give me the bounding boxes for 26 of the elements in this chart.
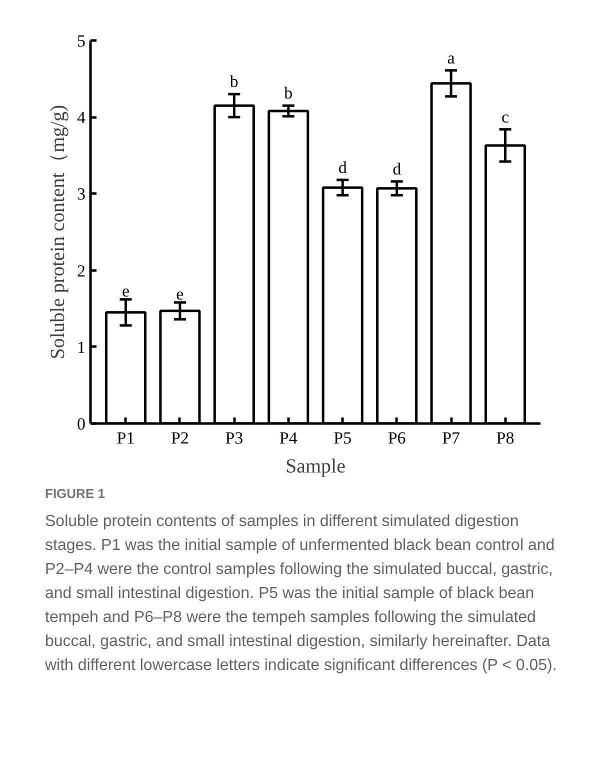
y-tick-label: 0 [77, 414, 86, 434]
annotation: b [230, 72, 238, 92]
x-axis-title: Sample [286, 456, 346, 478]
annotation: d [392, 159, 402, 178]
annotation: d [338, 158, 348, 177]
y-tick-label: 5 [77, 32, 86, 50]
x-tick-label: P7 [442, 428, 461, 448]
x-tick-label: P1 [116, 428, 135, 448]
y-tick-label: 4 [77, 108, 86, 128]
x-tick-label: P4 [279, 428, 298, 448]
y-tick-label: 1 [77, 338, 86, 357]
x-tick-label: P6 [388, 428, 406, 448]
text: Soluble protein contents of samples in different simulated digestion stages. P1 was the initial sample of unfermented black bean control and P2–P4 were the control samples following the simulated buccal, gastric, and small intestinal digestion. P5 was the initial sample of black bean tempeh and P6–P8 were the tempeh samples following the simulated buccal, gastric, and small intestinal digestion, similarly hereinafter. Data with different lowercase letters indicate significant differences (P < 0.05). [45, 512, 558, 676]
x-tick-label: P2 [170, 428, 189, 448]
x-tick-label: P3 [225, 428, 244, 448]
x-tick-label: P5 [334, 428, 352, 448]
y-tick-label: 2 [77, 261, 86, 280]
annotation: c [501, 107, 510, 126]
annotation: e [122, 281, 130, 300]
annotation: a [447, 48, 456, 68]
annotation: e [176, 284, 184, 304]
caption: FIGURE 1 [45, 485, 106, 503]
y-axis-title: Soluble protein content（mg/g) [47, 104, 69, 360]
x-tick-label: P8 [496, 428, 514, 448]
annotation: b [284, 84, 293, 103]
y-tick-label: 3 [77, 184, 86, 204]
